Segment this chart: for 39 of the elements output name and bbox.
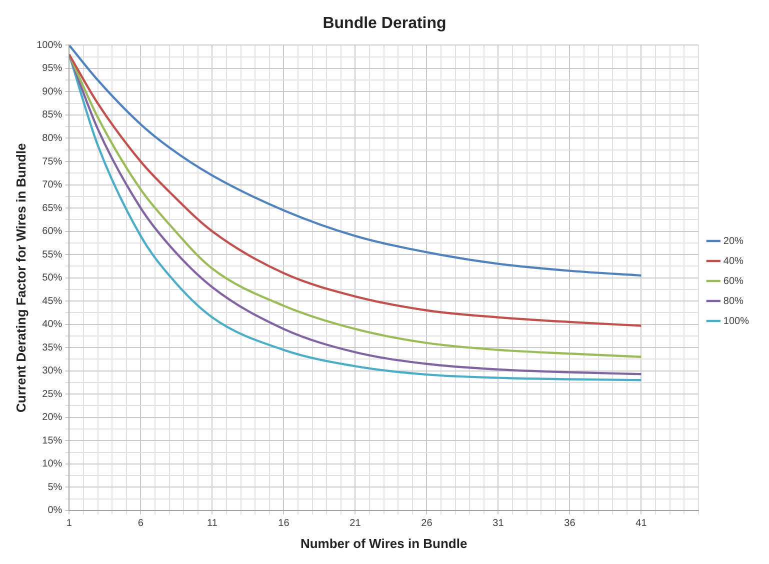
y-tick-label: 55%: [42, 249, 62, 260]
legend-label: 20%: [723, 236, 744, 247]
y-tick-label: 15%: [42, 435, 62, 446]
y-tick-label: 25%: [42, 388, 62, 400]
y-tick-label: 40%: [42, 319, 62, 330]
legend-label: 100%: [723, 316, 750, 327]
y-tick-label: 85%: [42, 110, 62, 121]
y-tick-label: 50%: [42, 272, 62, 284]
y-tick-label: 90%: [42, 86, 62, 98]
y-tick-label: 60%: [42, 226, 62, 238]
x-tick-label: 21: [350, 518, 362, 530]
legend-label: 40%: [723, 256, 744, 267]
y-tick-label: 35%: [42, 342, 62, 354]
y-axis-title: Current Derating Factor for Wires in Bundle: [13, 143, 28, 412]
x-axis-title: Number of Wires in Bundle: [300, 536, 468, 551]
y-tick-label: 100%: [36, 40, 62, 51]
y-tick-label: 5%: [48, 482, 62, 493]
y-tick-label: 30%: [42, 366, 62, 377]
line-series: [69, 45, 642, 277]
y-tick-label: 45%: [42, 296, 62, 307]
x-tick-label: 36: [564, 518, 576, 530]
x-tick-label: 41: [636, 518, 648, 530]
y-tick-label: 20%: [42, 412, 62, 424]
y-tick-label: 65%: [42, 202, 62, 214]
y-tick-label: 0%: [48, 505, 62, 516]
y-tick-label: 70%: [42, 180, 62, 191]
x-tick-label: 16: [278, 518, 290, 530]
x-tick-label: 31: [492, 518, 504, 530]
legend-label: 60%: [723, 276, 744, 287]
x-tick-label: 11: [206, 518, 218, 530]
x-tick-label: 26: [421, 518, 433, 530]
y-tick-label: 75%: [42, 156, 62, 168]
chart-title: Bundle Derating: [322, 15, 446, 32]
x-tick-label: 6: [138, 518, 144, 530]
x-tick-label: 1: [66, 518, 72, 530]
y-tick-label: 95%: [42, 63, 62, 74]
legend-label: 80%: [723, 296, 744, 307]
y-tick-label: 10%: [42, 458, 62, 470]
y-tick-label: 80%: [42, 132, 62, 144]
